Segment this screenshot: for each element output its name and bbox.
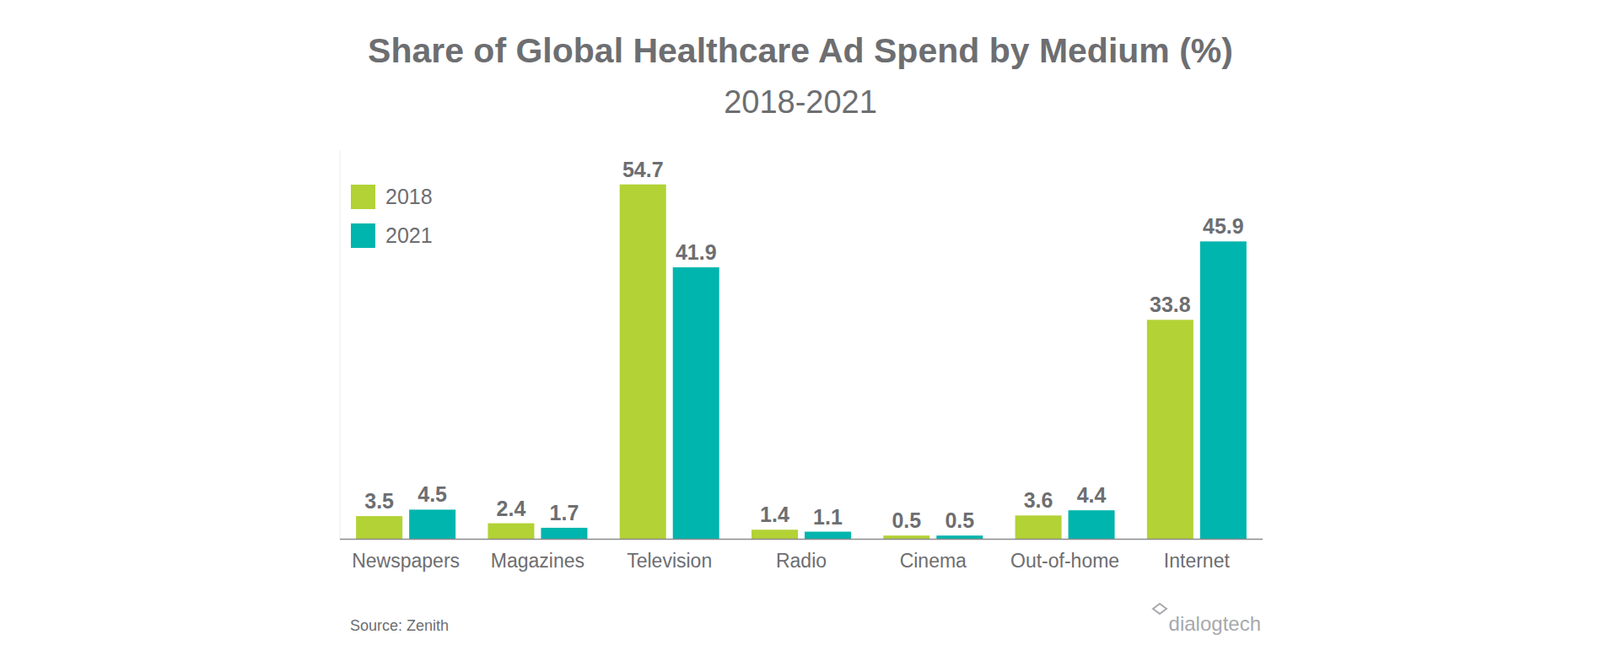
- bar: [804, 532, 852, 539]
- logo-text: dialogtech: [1169, 612, 1261, 636]
- data-label: 54.7: [622, 157, 664, 182]
- logo: dialogtech: [1152, 603, 1261, 636]
- data-labels: 3.5 2.4 54.7 1.4 0.5 3.6 33.8 4.5 1.7 41.9 1.1 0.5 4…: [364, 157, 1244, 533]
- data-label: 0.5: [944, 508, 975, 533]
- bar: [751, 529, 798, 539]
- data-label: 1.4: [759, 502, 790, 527]
- source: Source: Zenith: [350, 617, 449, 635]
- bar: [1068, 510, 1116, 539]
- bar: [673, 267, 720, 539]
- bars: [355, 184, 1247, 539]
- bar: [936, 535, 983, 539]
- x-axis-line: [339, 538, 1263, 541]
- bar: [1147, 319, 1194, 539]
- data-label: 3.5: [364, 489, 394, 513]
- x-tick-label: Cinema: [899, 549, 967, 572]
- data-label: 1.1: [813, 505, 843, 529]
- x-tick-label: Television: [626, 549, 712, 572]
- bar: [540, 527, 588, 539]
- chart: Share of Global Healthcare Ad Spend by M…: [0, 0, 1600, 656]
- x-tick-label: Radio: [775, 549, 827, 572]
- bar: [1015, 515, 1062, 539]
- bar: [1200, 241, 1247, 539]
- legend-label: 2021: [385, 223, 433, 248]
- data-label: 4.4: [1077, 483, 1107, 507]
- data-label: 33.8: [1149, 292, 1191, 317]
- legend: 2018 2021: [350, 184, 433, 248]
- data-label: 1.7: [549, 501, 580, 525]
- legend-swatch: [350, 184, 376, 210]
- data-label: 4.5: [417, 482, 448, 507]
- title: Share of Global Healthcare Ad Spend by M…: [367, 31, 1234, 71]
- bar: [487, 523, 534, 539]
- y-axis-line: [339, 150, 341, 539]
- subtitle: 2018-2021: [723, 84, 878, 120]
- x-tick-label: Internet: [1163, 549, 1231, 572]
- data-label: 45.9: [1202, 214, 1245, 238]
- data-label: 0.5: [891, 508, 922, 533]
- bar: [355, 516, 403, 539]
- logo-icon: [1152, 603, 1167, 615]
- data-label: 2.4: [496, 496, 527, 521]
- x-tick-label: Magazines: [490, 549, 585, 572]
- data-label: 41.9: [675, 240, 717, 264]
- x-tick-label: Out-of-home: [1010, 549, 1120, 572]
- x-tick-label: Newspapers: [351, 549, 460, 572]
- bar: [409, 509, 456, 539]
- legend-label: 2018: [385, 184, 433, 209]
- bar: [619, 184, 667, 539]
- legend-swatch: [350, 223, 376, 248]
- data-label: 3.6: [1023, 488, 1054, 512]
- bar: [883, 535, 930, 539]
